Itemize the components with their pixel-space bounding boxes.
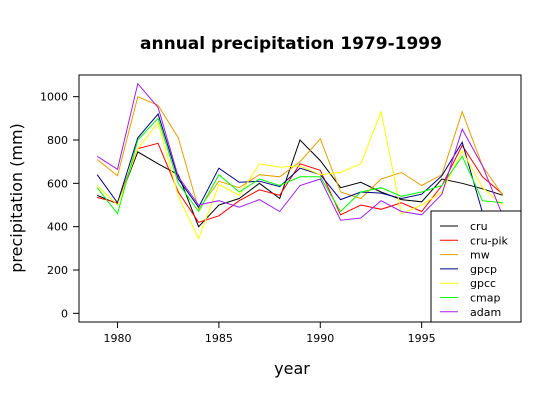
legend-box <box>430 210 522 323</box>
x-axis: 1980 1985 1990 1995 <box>104 322 436 345</box>
y-tick-label: 0 <box>61 307 68 320</box>
series-lines <box>96 82 504 240</box>
chart-title: annual precipitation 1979-1999 <box>140 34 442 54</box>
x-tick-label: 1980 <box>104 332 132 345</box>
series-line-gpcp <box>96 112 503 218</box>
x-tick-label: 1985 <box>205 332 233 345</box>
y-tick-label: 1000 <box>40 91 68 104</box>
series-line-cru-pik <box>97 142 504 223</box>
y-tick-label: 800 <box>47 134 68 147</box>
y-tick-label: 200 <box>47 264 68 277</box>
legend-label-cmap: cmap <box>470 292 501 305</box>
series-line-mw <box>96 96 504 211</box>
legend-label-mw: mw <box>470 249 490 262</box>
legend-label-adam: adam <box>470 306 501 319</box>
legend-label-cru: cru <box>470 220 488 233</box>
x-tick-label: 1995 <box>408 332 436 345</box>
legend-label-cru-pik: cru-pik <box>470 234 509 247</box>
y-tick-label: 400 <box>47 221 68 234</box>
y-axis: 0 200 400 600 800 1000 <box>40 91 79 320</box>
series-line-gpcc <box>96 110 504 240</box>
legend-label-gpcc: gpcc <box>470 277 496 290</box>
y-tick-label: 600 <box>47 177 68 190</box>
series-line-cru <box>97 139 503 228</box>
x-axis-label: year <box>274 359 310 378</box>
series-line-adam <box>96 82 504 221</box>
series-line-cmap <box>96 117 503 215</box>
legend-label-gpcp: gpcp <box>470 263 497 276</box>
x-tick-label: 1990 <box>306 332 334 345</box>
y-axis-label: precipitation (mm) <box>7 123 26 273</box>
plot-area-frame <box>78 74 522 323</box>
